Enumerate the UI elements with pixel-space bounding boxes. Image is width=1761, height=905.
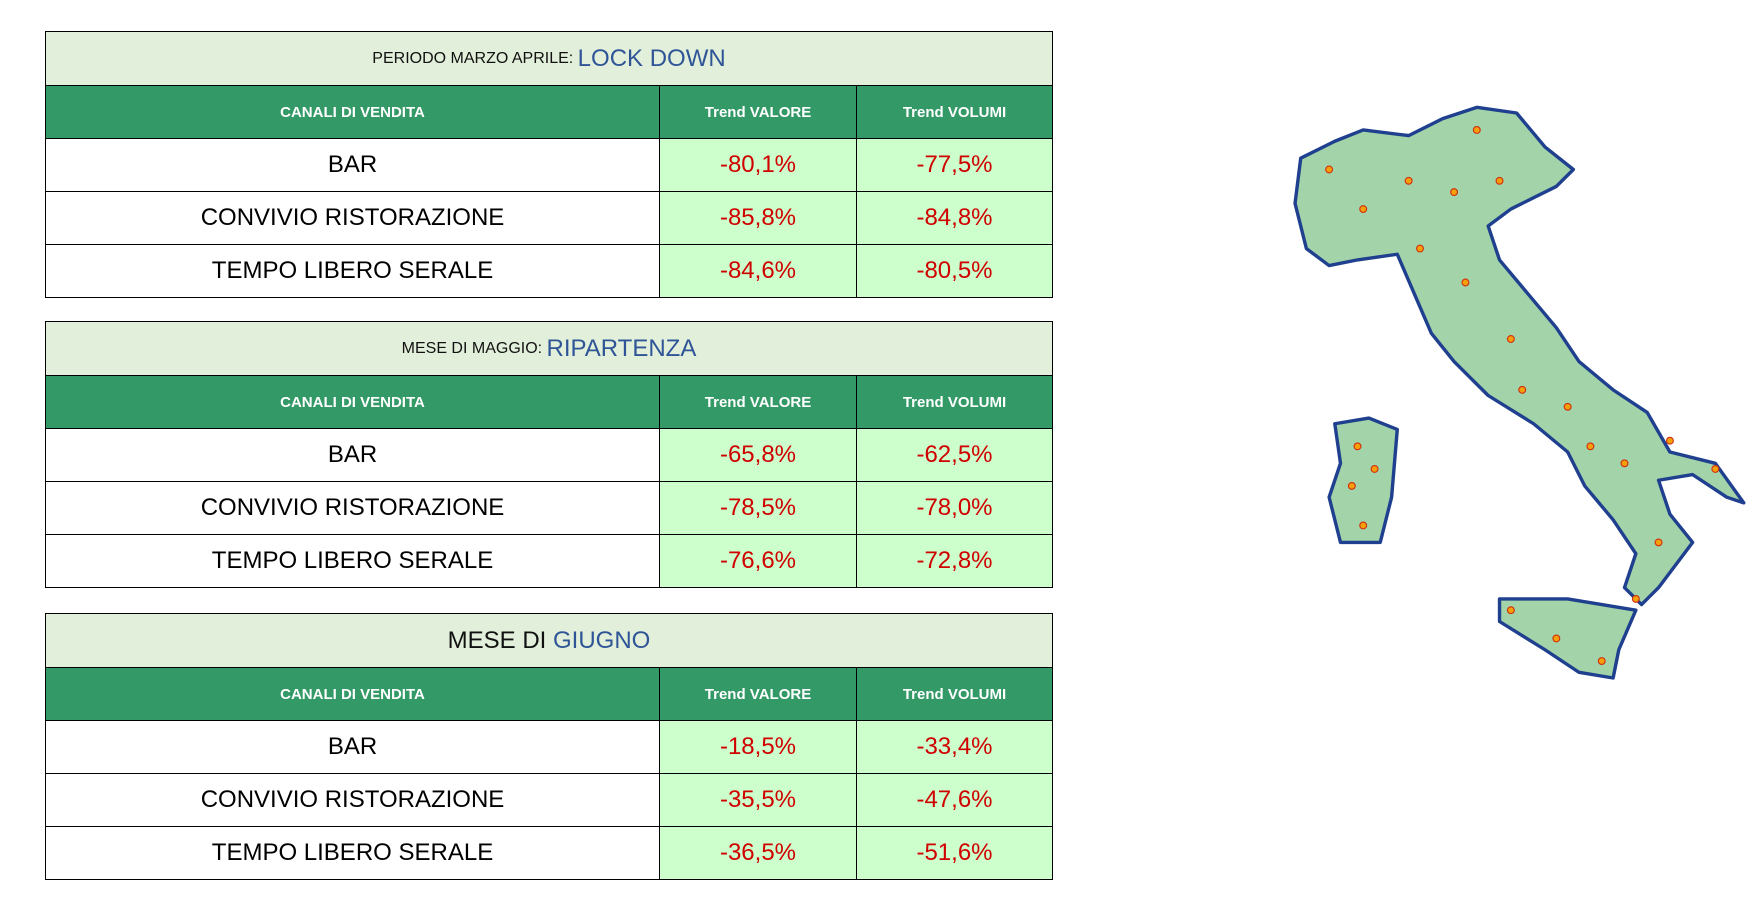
header-cell: Trend VALORE <box>659 668 856 720</box>
channel-cell: TEMPO LIBERO SERALE <box>211 839 494 866</box>
title-highlight: RIPARTENZA <box>546 334 697 362</box>
table-row: CONVIVIO RISTORAZIONE -78,5% -78,0% <box>46 481 1052 534</box>
channel-cell: BAR <box>327 151 378 178</box>
table-row: CONVIVIO RISTORAZIONE -35,5% -47,6% <box>46 773 1052 826</box>
table-row: BAR -65,8% -62,5% <box>46 428 1052 481</box>
channel-cell: CONVIVIO RISTORAZIONE <box>200 786 505 813</box>
mainland <box>1293 105 1746 607</box>
channel-cell: TEMPO LIBERO SERALE <box>211 257 494 284</box>
table-row: TEMPO LIBERO SERALE -36,5% -51,6% <box>46 826 1052 879</box>
value-cell: -47,6% <box>856 774 1052 826</box>
value-cell: -78,0% <box>856 482 1052 534</box>
title-highlight: LOCK DOWN <box>577 44 726 72</box>
header-cell: CANALI DI VENDITA <box>280 103 425 121</box>
header-cell: Trend VOLUMI <box>856 376 1052 428</box>
value-cell: -77,5% <box>856 139 1052 191</box>
channel-cell: CONVIVIO RISTORAZIONE <box>200 494 505 521</box>
value-cell: -76,6% <box>659 535 856 587</box>
channel-cell: BAR <box>327 441 378 468</box>
channel-cell: CONVIVIO RISTORAZIONE <box>200 204 505 231</box>
value-cell: -18,5% <box>659 721 856 773</box>
value-cell: -65,8% <box>659 429 856 481</box>
title-prefix: MESE DI MAGGIO: <box>401 339 547 357</box>
table-row: TEMPO LIBERO SERALE -84,6% -80,5% <box>46 244 1052 297</box>
table-title: MESE DI GIUGNO <box>46 614 1052 667</box>
value-cell: -84,8% <box>856 192 1052 244</box>
value-cell: -36,5% <box>659 827 856 879</box>
header-cell: Trend VALORE <box>659 376 856 428</box>
channel-cell: TEMPO LIBERO SERALE <box>211 547 494 574</box>
table-row: BAR -18,5% -33,4% <box>46 720 1052 773</box>
value-cell: -35,5% <box>659 774 856 826</box>
value-cell: -62,5% <box>856 429 1052 481</box>
title-prefix: MESE DI <box>447 626 553 654</box>
value-cell: -80,5% <box>856 245 1052 297</box>
header-row: CANALI DI VENDITA Trend VALORE Trend VOLUM… <box>46 375 1052 428</box>
summary-table: MESE DI MAGGIO: RIPARTENZA CANALI DI VEND… <box>45 321 1053 588</box>
table-title: MESE DI MAGGIO: RIPARTENZA <box>46 322 1052 375</box>
title-prefix: PERIODO MARZO APRILE: <box>372 49 578 67</box>
title-highlight: GIUGNO <box>553 626 651 654</box>
summary-table: PERIODO MARZO APRILE: LOCK DOWN CANALI DI… <box>45 31 1053 298</box>
table-row: TEMPO LIBERO SERALE -76,6% -72,8% <box>46 534 1052 587</box>
table-row: BAR -80,1% -77,5% <box>46 138 1052 191</box>
header-cell: CANALI DI VENDITA <box>280 685 425 703</box>
channel-cell: BAR <box>327 733 378 760</box>
header-row: CANALI DI VENDITA Trend VALORE Trend VOLUM… <box>46 667 1052 720</box>
table-row: CONVIVIO RISTORAZIONE -85,8% -84,8% <box>46 191 1052 244</box>
summary-table: MESE DI GIUGNO CANALI DI VENDITA Trend VAL… <box>45 613 1053 880</box>
value-cell: -80,1% <box>659 139 856 191</box>
value-cell: -85,8% <box>659 192 856 244</box>
header-row: CANALI DI VENDITA Trend VALORE Trend VOLUM… <box>46 85 1052 138</box>
header-cell: Trend VOLUMI <box>856 86 1052 138</box>
sardinia <box>1327 416 1399 545</box>
value-cell: -72,8% <box>856 535 1052 587</box>
header-cell: CANALI DI VENDITA <box>280 393 425 411</box>
value-cell: -78,5% <box>659 482 856 534</box>
table-title: PERIODO MARZO APRILE: LOCK DOWN <box>46 32 1052 85</box>
header-cell: Trend VOLUMI <box>856 668 1052 720</box>
value-cell: -51,6% <box>856 827 1052 879</box>
sicily <box>1497 597 1638 680</box>
value-cell: -33,4% <box>856 721 1052 773</box>
header-cell: Trend VALORE <box>659 86 856 138</box>
value-cell: -84,6% <box>659 245 856 297</box>
